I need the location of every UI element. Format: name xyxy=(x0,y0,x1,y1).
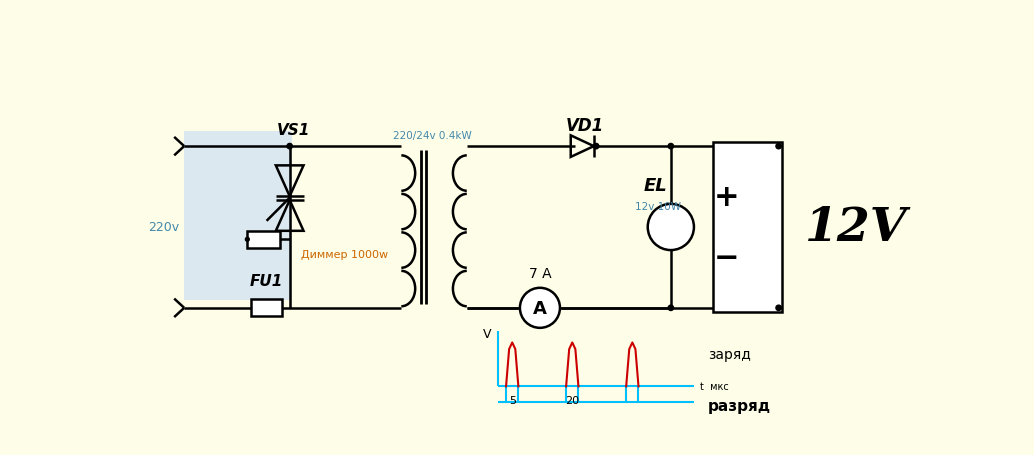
Text: 12V: 12V xyxy=(804,204,907,250)
Text: 7 A: 7 A xyxy=(528,267,551,281)
Circle shape xyxy=(668,144,673,150)
Text: заряд: заряд xyxy=(708,347,751,361)
Text: 12v 10W: 12v 10W xyxy=(635,202,680,212)
Text: V: V xyxy=(483,327,491,340)
Bar xyxy=(247,231,279,248)
Text: разряд: разряд xyxy=(708,398,771,413)
Circle shape xyxy=(647,204,694,251)
Text: 220/24v 0.4kW: 220/24v 0.4kW xyxy=(393,130,472,140)
Text: t  мкс: t мкс xyxy=(700,382,729,391)
Bar xyxy=(184,131,292,300)
Circle shape xyxy=(668,305,673,311)
Text: EL: EL xyxy=(643,176,667,194)
Circle shape xyxy=(594,144,599,150)
Circle shape xyxy=(520,288,560,328)
Bar xyxy=(251,300,282,317)
Circle shape xyxy=(776,144,782,150)
Circle shape xyxy=(245,238,249,242)
Bar xyxy=(713,143,783,312)
Text: −: − xyxy=(713,244,739,273)
Text: 20: 20 xyxy=(566,395,579,405)
Circle shape xyxy=(776,305,782,311)
Circle shape xyxy=(287,144,293,150)
Text: 220v: 220v xyxy=(149,221,180,234)
Text: +: + xyxy=(713,182,739,211)
Text: A: A xyxy=(533,299,547,317)
Text: Диммер 1000w: Диммер 1000w xyxy=(301,249,389,259)
Text: VD1: VD1 xyxy=(566,116,604,134)
Text: VS1: VS1 xyxy=(277,122,310,137)
Text: 5: 5 xyxy=(509,395,516,405)
Text: FU1: FU1 xyxy=(250,274,283,289)
